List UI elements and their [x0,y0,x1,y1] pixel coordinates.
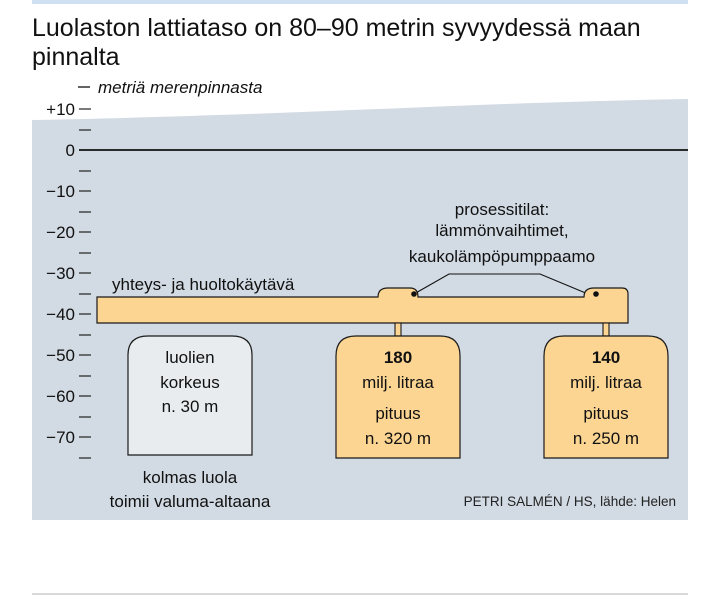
minor-ticks [79,129,91,459]
tick-label-plus10: +10 [46,100,75,119]
process-label-line3: kaukolämpöpumppaamo [409,247,595,266]
bottom-divider [32,593,688,595]
cave-2-length: n. 250 m [573,429,639,448]
cross-section-diagram: metriä merenpinnasta [32,80,688,520]
cave-2-unit: milj. litraa [570,373,642,392]
chart-title: Luolaston lattiataso on 80–90 metrin syv… [32,14,641,71]
cave-1-length: n. 320 m [365,429,431,448]
cave-height-line2: korkeus [160,373,220,392]
cave-1-length-label: pituus [375,404,420,423]
tick-label-minus70: −70 [46,428,75,447]
tick-label-minus30: −30 [46,264,75,283]
cave-1-unit: milj. litraa [362,373,434,392]
tick-label-minus60: −60 [46,387,75,406]
storage-cave-1 [335,335,461,459]
third-cave-caption-line1: kolmas luola [143,468,238,487]
major-ticks [79,108,91,438]
top-accent-bar [32,0,688,4]
cave-1-shaft [394,322,402,337]
tick-label-minus50: −50 [46,346,75,365]
heat-exchanger-dot-1 [411,291,417,297]
service-tunnel [96,287,629,324]
heat-exchanger-dot-2 [593,291,599,297]
cave-1-volume: 180 [384,348,412,367]
cave-height-line3: n. 30 m [162,397,219,416]
cross-section-figure: metriä merenpinnasta [32,80,688,520]
process-label-line1: prosessitilat: [455,200,549,219]
tick-label-minus20: −20 [46,223,75,242]
tunnel-label: yhteys- ja huoltokäytävä [112,275,295,294]
third-cave [127,335,253,456]
source-credit: PETRI SALMÉN / HS, lähde: Helen [463,494,676,509]
storage-cave-2 [543,335,669,459]
cave-2-volume: 140 [592,348,620,367]
cave-height-line1: luolien [165,348,214,367]
tick-label-minus10: −10 [46,182,75,201]
process-pointer-lines [413,273,589,295]
process-label-line2: lämmönvaihtimet, [435,221,568,240]
axis-unit-label: metriä merenpinnasta [98,80,262,97]
third-cave-caption-line2: toimii valuma-altaana [110,492,271,511]
tick-label-0: 0 [66,141,75,160]
cave-2-shaft [602,322,610,337]
process-label: prosessitilat: lämmönvaihtimet, kaukoläm… [409,200,595,266]
cave-2-length-label: pituus [583,404,628,423]
tick-label-minus40: −40 [46,305,75,324]
